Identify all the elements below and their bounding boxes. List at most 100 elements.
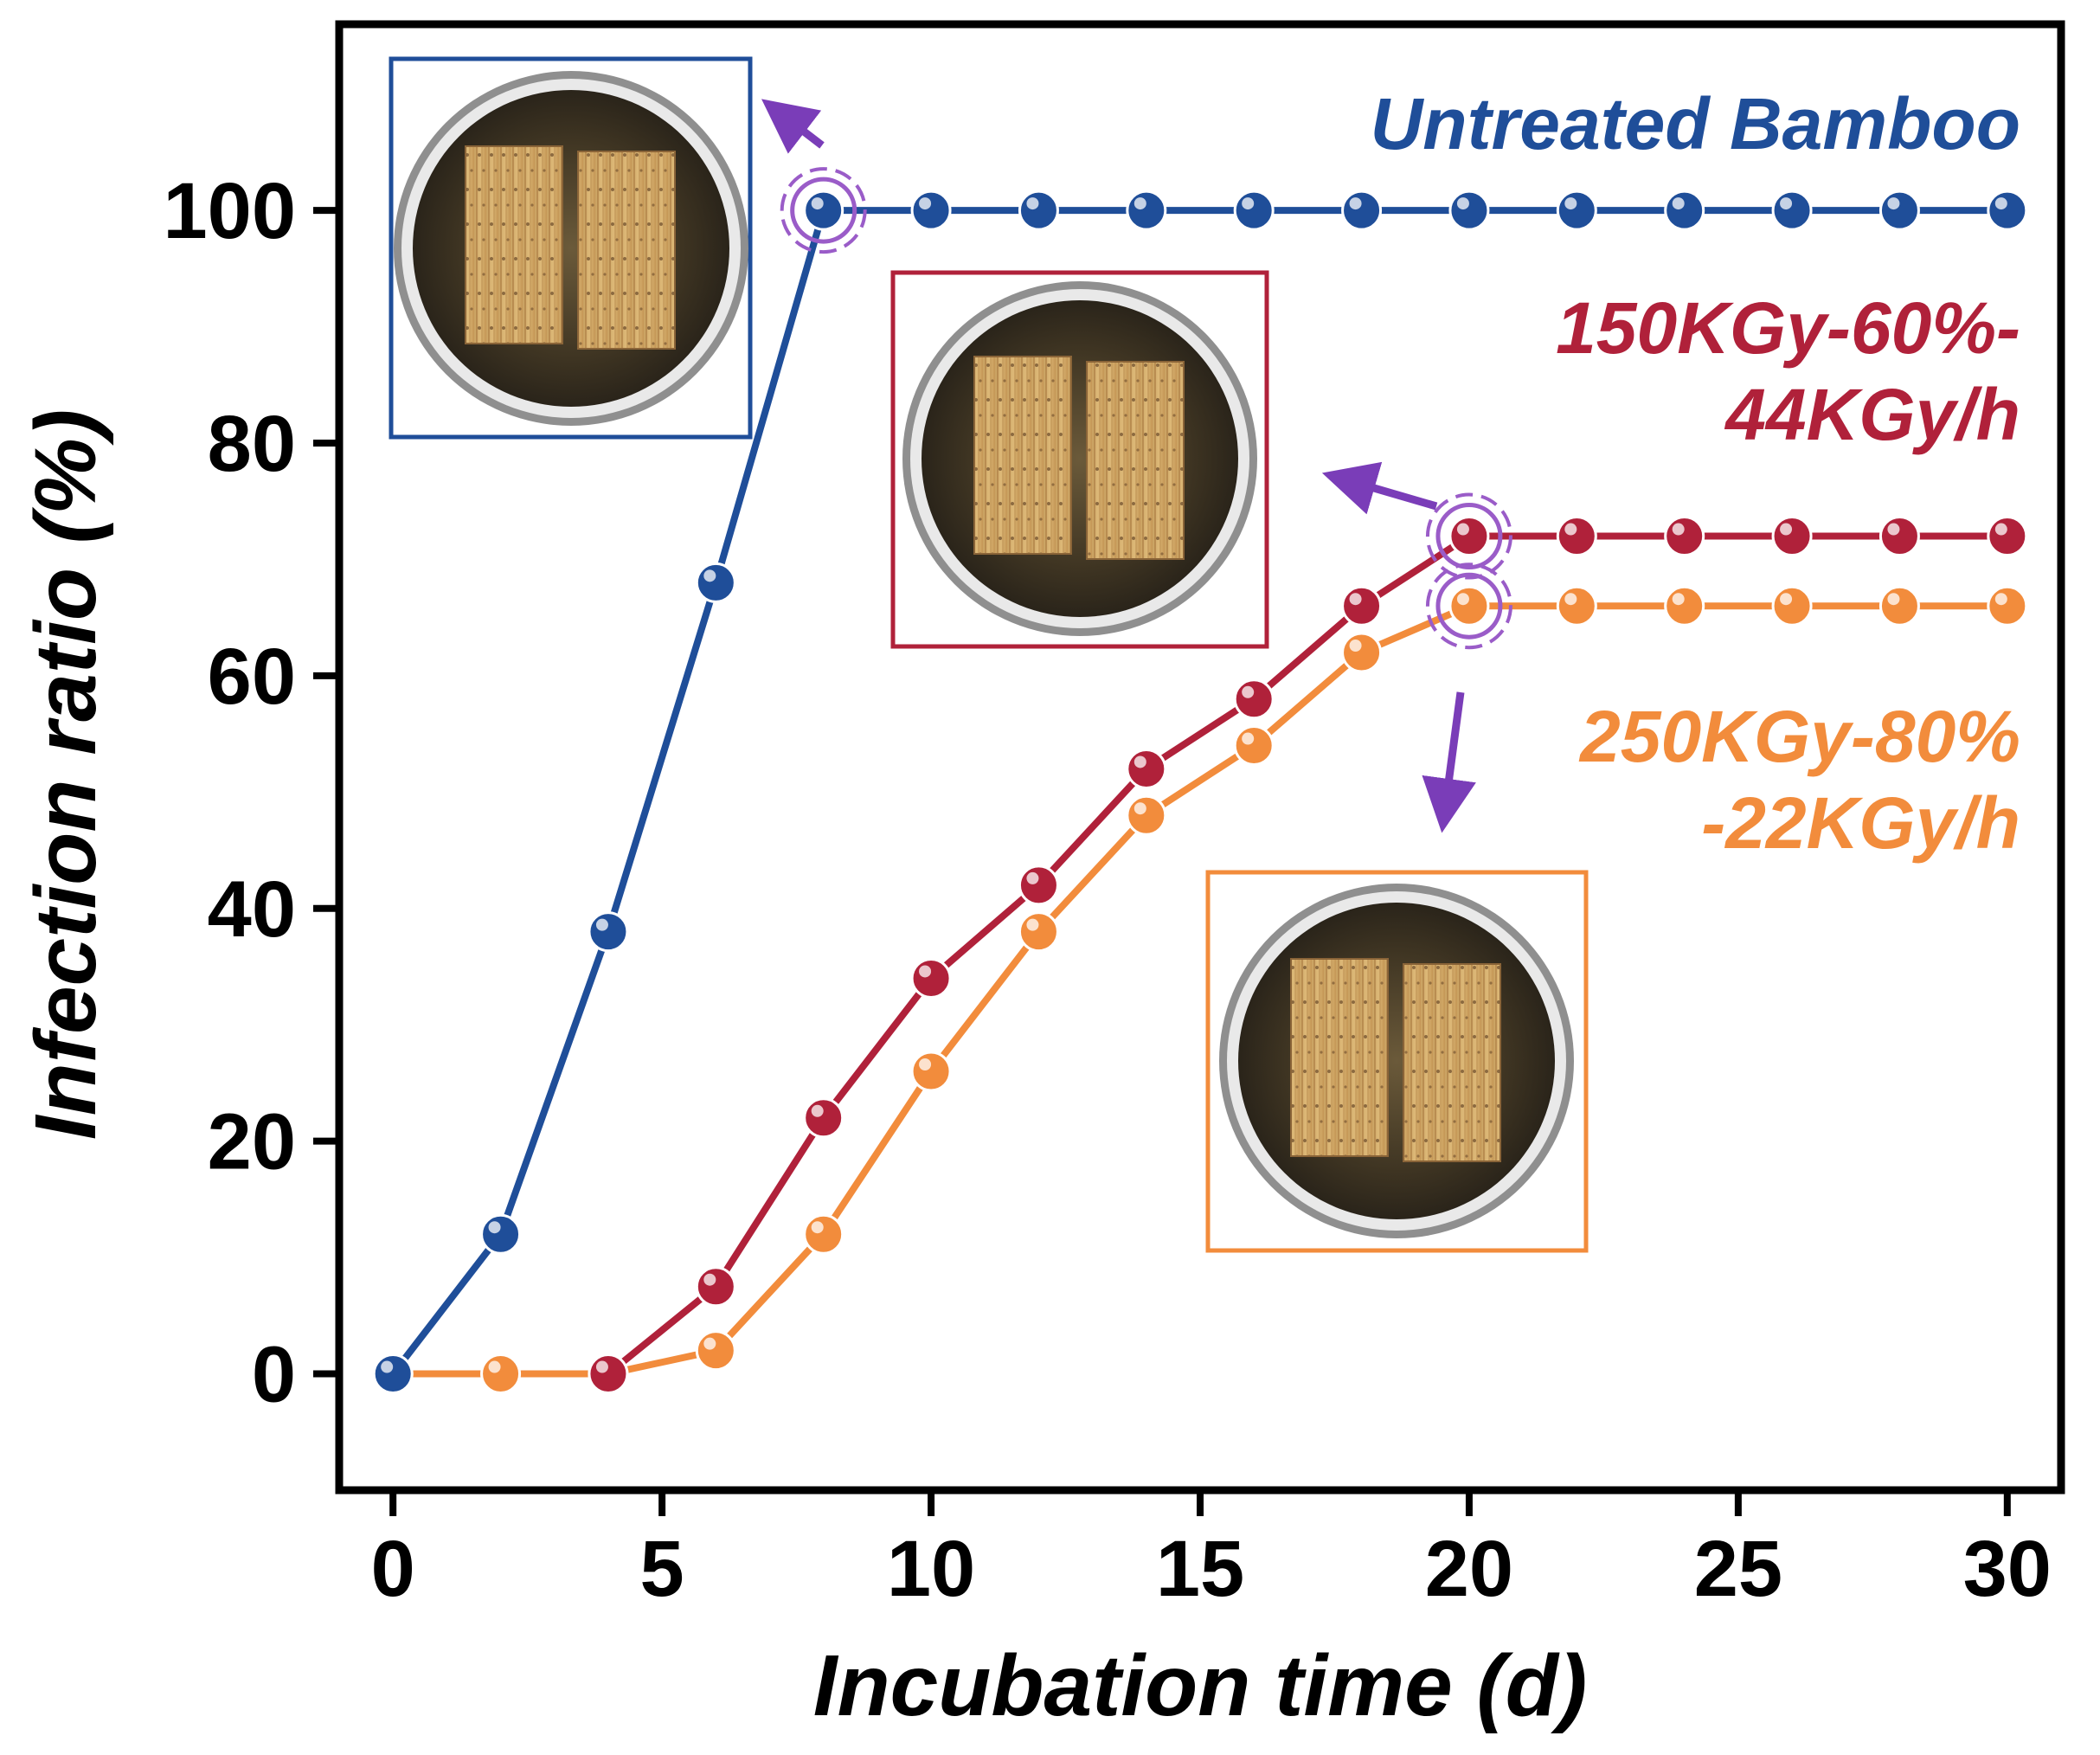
highlight-ring — [1425, 562, 1512, 650]
sample-photo-250kgy — [1205, 870, 1589, 1253]
data-point — [588, 911, 629, 953]
x-tick-label: 0 — [371, 1525, 415, 1613]
data-point — [803, 1097, 844, 1139]
series-label-line: Untreated Bamboo — [1371, 83, 2020, 164]
data-point — [480, 1213, 522, 1255]
data-point — [1771, 190, 1813, 231]
arrow-250kgy — [1422, 691, 1476, 833]
data-point-highlight — [1242, 685, 1255, 698]
data-point-marker — [480, 1353, 522, 1395]
data-point-highlight — [1456, 197, 1469, 210]
data-point — [480, 1353, 522, 1395]
data-point-marker — [1556, 585, 1597, 627]
x-tick-label: 30 — [1963, 1525, 2052, 1613]
data-point — [1771, 516, 1813, 557]
data-point-marker — [910, 957, 952, 999]
data-point — [1018, 865, 1059, 906]
data-point — [1556, 516, 1597, 557]
series-label-1: 150KGy-60%-44KGy/h — [1556, 287, 2020, 455]
data-point — [1987, 585, 2028, 627]
data-point — [1126, 748, 1167, 789]
data-point — [1341, 585, 1383, 627]
data-point — [1556, 585, 1597, 627]
data-point-marker — [695, 562, 736, 603]
data-point-highlight — [1672, 523, 1685, 536]
data-point — [803, 190, 844, 231]
data-point-highlight — [1780, 197, 1793, 210]
data-point-highlight — [1994, 197, 2007, 210]
data-point-marker — [803, 1213, 844, 1255]
data-point-highlight — [1564, 197, 1577, 210]
x-tick-label: 20 — [1425, 1525, 1513, 1613]
data-point — [1556, 190, 1597, 231]
data-point-marker — [1771, 585, 1813, 627]
data-point — [910, 1051, 952, 1092]
data-point — [1664, 190, 1705, 231]
data-point-marker — [695, 1266, 736, 1308]
data-point-highlight — [1026, 871, 1039, 884]
data-point-highlight — [811, 1104, 824, 1117]
data-series — [372, 190, 2028, 1395]
data-point-highlight — [1242, 197, 1255, 210]
data-point-marker — [1771, 190, 1813, 231]
data-point-marker — [1018, 911, 1059, 953]
data-point-marker — [1878, 585, 1920, 627]
data-point-highlight — [1672, 593, 1685, 606]
highlight-ring-outer — [1425, 562, 1512, 650]
data-point-marker — [695, 1330, 736, 1372]
arrow-150kgy — [1321, 461, 1438, 515]
data-point — [910, 190, 952, 231]
series-label-line: 250KGy-80% — [1578, 696, 2020, 777]
data-point-highlight — [919, 965, 932, 978]
data-point-marker — [1448, 585, 1490, 627]
data-point-marker — [1878, 516, 1920, 557]
data-point-marker — [588, 911, 629, 953]
data-point — [1341, 190, 1383, 231]
x-axis-label: Incubation time (d) — [813, 1637, 1587, 1734]
data-point-highlight — [1456, 523, 1469, 536]
series-labels: Untreated Bamboo 150KGy-60%-44KGy/h 250KGy… — [1371, 83, 2020, 864]
data-point-marker — [480, 1213, 522, 1255]
data-point-marker — [910, 1051, 952, 1092]
data-point-highlight — [1242, 732, 1255, 745]
data-point — [1664, 585, 1705, 627]
data-point-highlight — [1994, 593, 2007, 606]
data-point-marker — [372, 1353, 414, 1395]
data-point-highlight — [381, 1360, 394, 1373]
data-point-marker — [1556, 516, 1597, 557]
x-tick-label: 25 — [1694, 1525, 1782, 1613]
y-tick-label: 100 — [164, 167, 297, 255]
data-point-marker — [1233, 725, 1275, 767]
data-point-highlight — [595, 918, 608, 931]
data-point-highlight — [1887, 197, 1900, 210]
data-point — [695, 1330, 736, 1372]
data-point-marker — [1233, 190, 1275, 231]
data-point-marker — [1987, 190, 2028, 231]
series-label-0: Untreated Bamboo — [1371, 83, 2020, 164]
data-point — [1878, 516, 1920, 557]
data-point-highlight — [703, 569, 716, 582]
data-point-marker — [1878, 190, 1920, 231]
data-point — [1233, 190, 1275, 231]
highlight-ring-inner — [1435, 503, 1503, 570]
data-point-marker — [1341, 190, 1383, 231]
data-point — [695, 562, 736, 603]
data-point-marker — [1664, 190, 1705, 231]
data-point-highlight — [1133, 802, 1146, 815]
data-point — [1018, 911, 1059, 953]
data-point-highlight — [595, 1360, 608, 1373]
data-point-marker — [1126, 190, 1167, 231]
data-point-highlight — [811, 197, 824, 210]
sample-photo-150kgy — [890, 270, 1269, 649]
data-point-highlight — [1349, 593, 1362, 606]
x-tick-label: 10 — [887, 1525, 975, 1613]
data-point-marker — [1018, 865, 1059, 906]
data-point-highlight — [1780, 593, 1793, 606]
data-point-marker — [1664, 585, 1705, 627]
data-point-marker — [1018, 190, 1059, 231]
x-tick-label: 5 — [640, 1525, 684, 1613]
data-point-highlight — [1349, 640, 1362, 652]
data-point-marker — [1987, 516, 2028, 557]
data-point-marker — [1987, 585, 2028, 627]
data-point — [1341, 632, 1383, 673]
